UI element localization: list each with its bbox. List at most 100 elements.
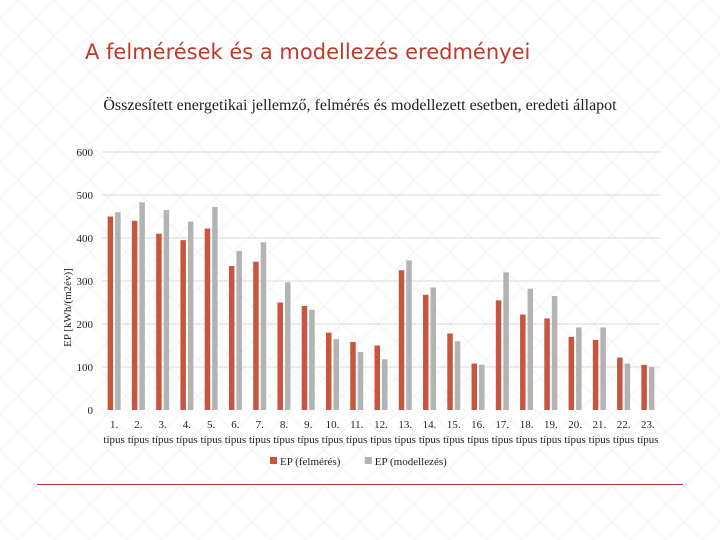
x-tick-sublabel: típus (152, 434, 173, 446)
x-tick-sublabel: típus (176, 434, 197, 446)
x-tick-label: 10. (326, 419, 340, 431)
bar-felmeres-2 (131, 220, 138, 410)
bar-modellezes-19 (551, 296, 558, 410)
y-axis-label: EP [kWh/(m2év)] (62, 268, 74, 347)
bar-modellezes-13 (406, 260, 412, 410)
x-tick-sublabel: típus (322, 434, 343, 446)
bar-felmeres-10 (325, 332, 332, 410)
bottom-divider (37, 484, 683, 485)
y-tick-label: 100 (77, 362, 94, 374)
x-tick-sublabel: típus (249, 434, 270, 446)
bar-felmeres-18 (520, 314, 526, 410)
x-tick-sublabel: típus (564, 434, 585, 446)
x-tick-sublabel: típus (200, 434, 221, 446)
bar-felmeres-9 (301, 305, 308, 410)
bar-felmeres-15 (447, 333, 453, 410)
x-tick-sublabel: típus (225, 434, 246, 446)
bar-felmeres-22 (617, 357, 623, 410)
bar-modellezes-5 (212, 207, 218, 410)
y-tick-label: 500 (77, 190, 94, 202)
bar-felmeres-17 (495, 300, 502, 410)
bar-modellezes-15 (454, 341, 461, 410)
x-tick-sublabel: típus (589, 434, 610, 446)
bar-modellezes-12 (382, 359, 388, 410)
bar-felmeres-16 (471, 363, 478, 410)
x-tick-sublabel: típus (467, 434, 488, 446)
bar-felmeres-4 (180, 240, 186, 410)
bar-felmeres-8 (277, 302, 283, 410)
bar-modellezes-14 (430, 287, 437, 410)
x-tick-label: 7. (256, 419, 265, 431)
x-tick-sublabel: típus (273, 434, 294, 446)
bar-modellezes-18 (527, 288, 534, 410)
legend-label-1: EP (felmérés) (280, 456, 341, 468)
bar-modellezes-3 (163, 210, 170, 410)
slide-title: A felmérések és a modellezés eredményei (85, 40, 531, 64)
bar-felmeres-12 (374, 345, 380, 410)
bar-felmeres-1 (107, 216, 114, 410)
x-tick-sublabel: típus (516, 434, 537, 446)
x-tick-sublabel: típus (395, 434, 416, 446)
x-tick-sublabel: típus (492, 434, 513, 446)
bar-felmeres-5 (204, 228, 211, 410)
x-tick-sublabel: típus (419, 434, 440, 446)
x-tick-label: 1. (110, 419, 119, 431)
bar-felmeres-19 (544, 318, 550, 410)
x-tick-label: 20. (568, 419, 582, 431)
x-tick-label: 6. (231, 419, 240, 431)
bar-modellezes-23 (648, 367, 655, 410)
bar-modellezes-22 (624, 363, 631, 410)
x-tick-sublabel: típus (103, 434, 124, 446)
bar-modellezes-7 (260, 242, 267, 410)
x-tick-label: 14. (423, 419, 437, 431)
chart-title: Összesített energetikai jellemző, felmér… (103, 97, 617, 114)
bar-modellezes-20 (576, 327, 582, 410)
bar-modellezes-16 (479, 364, 485, 410)
x-tick-label: 3. (159, 419, 168, 431)
y-tick-label: 0 (88, 405, 94, 417)
y-tick-label: 200 (77, 319, 94, 331)
bar-modellezes-1 (115, 212, 121, 410)
bar-felmeres-20 (568, 336, 575, 410)
bar-modellezes-10 (333, 339, 339, 410)
x-tick-label: 13. (398, 419, 412, 431)
x-tick-label: 23. (641, 419, 655, 431)
x-tick-sublabel: típus (443, 434, 464, 446)
legend-swatch-2 (364, 457, 372, 464)
bar-felmeres-7 (253, 261, 259, 410)
x-tick-sublabel: típus (128, 434, 149, 446)
x-tick-label: 18. (520, 419, 534, 431)
bar-felmeres-11 (350, 342, 356, 410)
bar-modellezes-11 (357, 351, 364, 410)
x-tick-sublabel: típus (613, 434, 634, 446)
x-tick-sublabel: típus (298, 434, 319, 446)
x-tick-label: 4. (183, 419, 192, 431)
bar-modellezes-2 (139, 202, 145, 410)
x-tick-label: 19. (544, 419, 558, 431)
bar-felmeres-21 (592, 339, 599, 410)
x-tick-label: 12. (374, 419, 388, 431)
bar-modellezes-4 (187, 221, 194, 410)
x-tick-label: 11. (350, 419, 364, 431)
x-tick-label: 5. (207, 419, 216, 431)
bar-modellezes-8 (284, 282, 291, 410)
bar-modellezes-9 (309, 309, 315, 410)
legend-swatch-1 (270, 457, 277, 464)
bar-felmeres-3 (156, 233, 162, 410)
x-tick-label: 8. (280, 419, 289, 431)
x-tick-label: 15. (447, 419, 461, 431)
bar-felmeres-23 (641, 364, 647, 410)
x-tick-sublabel: típus (540, 434, 561, 446)
bar-felmeres-14 (423, 294, 429, 410)
bar-modellezes-6 (236, 250, 242, 410)
y-tick-label: 300 (77, 276, 94, 288)
y-tick-label: 600 (77, 147, 94, 159)
x-tick-sublabel: típus (346, 434, 367, 446)
x-tick-label: 21. (592, 419, 606, 431)
x-tick-label: 2. (134, 419, 143, 431)
bar-felmeres-6 (228, 265, 235, 410)
legend-label-2: EP (modellezés) (375, 456, 447, 468)
bar-modellezes-17 (503, 272, 509, 410)
x-tick-sublabel: típus (370, 434, 391, 446)
